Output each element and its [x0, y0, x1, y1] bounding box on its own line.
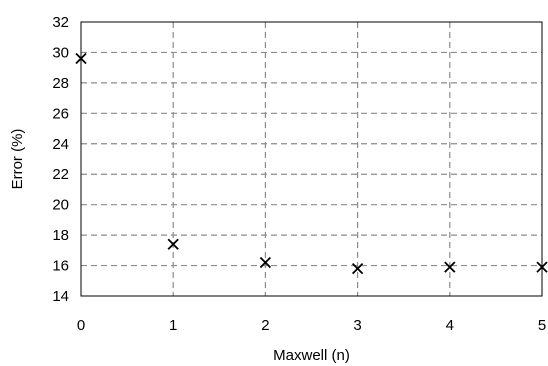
- y-tick-label: 26: [52, 105, 69, 122]
- x-tick-label: 1: [169, 317, 177, 334]
- y-tick-label: 24: [52, 136, 69, 153]
- x-tick-label: 2: [261, 317, 269, 334]
- y-tick-label: 32: [52, 14, 69, 31]
- data-point-marker: [167, 238, 179, 250]
- data-point-marker: [444, 261, 456, 273]
- y-tick-label: 18: [52, 227, 69, 244]
- data-point-marker: [351, 262, 364, 275]
- y-tick-labels: 14 16 18 20 22 24 26 28 30 32: [52, 14, 69, 305]
- y-tick-label: 22: [52, 166, 69, 183]
- x-tick-labels: 0 1 2 3 4 5: [77, 317, 546, 334]
- grid-lines: [81, 22, 542, 296]
- y-tick-label: 20: [52, 197, 69, 214]
- y-tick-label: 14: [52, 288, 69, 305]
- data-point-marker: [536, 261, 548, 273]
- x-tick-label: 3: [353, 317, 361, 334]
- data-points: [75, 52, 548, 275]
- y-tick-label: 30: [52, 44, 69, 61]
- x-axis-label: Maxwell (n): [273, 347, 350, 364]
- data-point-marker: [259, 256, 272, 269]
- data-point-marker: [75, 52, 87, 65]
- y-axis-label: Error (%): [9, 129, 26, 190]
- x-tick-label: 0: [77, 317, 85, 334]
- y-tick-label: 28: [52, 75, 69, 92]
- y-tick-label: 16: [52, 258, 69, 275]
- plot-area: [80, 21, 543, 297]
- x-tick-label: 5: [538, 317, 546, 334]
- x-tick-label: 4: [446, 317, 454, 334]
